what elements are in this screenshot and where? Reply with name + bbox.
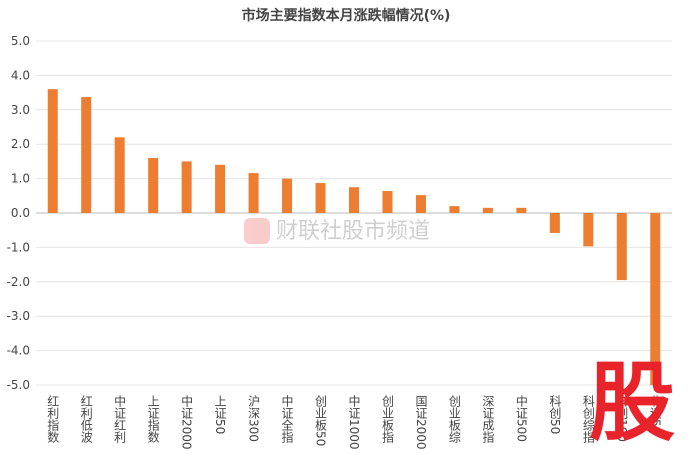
- y-tick-label: 3.0: [11, 103, 30, 117]
- y-tick-label: 1.0: [11, 172, 30, 186]
- x-tick-label: 红利指数: [46, 394, 60, 444]
- bar: [148, 157, 159, 213]
- x-tick-label: 创业板综: [447, 395, 461, 443]
- watermark-icon: [244, 218, 270, 244]
- x-tick-label: 中证1000: [347, 394, 361, 450]
- x-tick-label: 中证红利: [113, 394, 127, 443]
- y-tick-label: -5.0: [7, 378, 30, 392]
- bar: [583, 213, 594, 247]
- bar: [482, 207, 493, 213]
- x-tick-label: 创业板50: [314, 395, 328, 447]
- watermark-group: 财联社股市频道: [244, 218, 430, 244]
- y-tick-label: -4.0: [7, 344, 30, 358]
- x-tick-label: 科创100: [615, 395, 629, 442]
- x-tick-label: 创业板指: [380, 395, 394, 444]
- bar: [248, 173, 259, 213]
- y-tick-label: 4.0: [11, 68, 30, 82]
- x-tick-label: 深证成指: [481, 395, 495, 444]
- x-tick-label: 上证指数: [146, 395, 160, 444]
- bar: [315, 183, 326, 213]
- x-tick-label: 国证2000: [414, 395, 428, 450]
- bar: [616, 213, 627, 281]
- bar: [215, 164, 226, 213]
- x-tick-label: 沪深300: [247, 395, 261, 442]
- y-tick-label: -3.0: [7, 309, 30, 323]
- x-tick-label: 科创综指: [581, 395, 595, 444]
- x-tick-label: 红利低波: [79, 394, 93, 444]
- bar: [114, 137, 125, 213]
- x-tick-label: 上证50: [213, 395, 227, 435]
- bar: [81, 97, 92, 213]
- y-tick-label: 2.0: [11, 137, 30, 151]
- bar: [650, 213, 661, 385]
- chart-title: 市场主要指数本月涨跌幅情况(%): [242, 7, 451, 24]
- bar: [47, 89, 58, 213]
- x-tick-label: 中证2000: [180, 394, 194, 450]
- bar: [382, 190, 393, 213]
- y-tick-label: 0.0: [11, 206, 30, 220]
- logo: 股: [589, 353, 675, 453]
- y-tick-label: 5.0: [11, 34, 30, 48]
- bar: [349, 187, 359, 213]
- bar: [449, 206, 460, 213]
- bar: [549, 213, 560, 233]
- x-tick-label: 中证500: [514, 394, 528, 442]
- bar: [181, 161, 192, 213]
- x-tick-label: 北证50: [648, 395, 662, 435]
- y-tick-label: -1.0: [7, 240, 30, 254]
- bar: [415, 195, 426, 213]
- y-tick-label: -2.0: [7, 275, 30, 289]
- bar: [516, 207, 527, 213]
- x-tick-label: 科创50: [548, 395, 562, 435]
- watermark: 财联社股市频道: [276, 219, 430, 244]
- bar: [282, 178, 293, 213]
- x-tick-label: 中证全指: [280, 394, 294, 444]
